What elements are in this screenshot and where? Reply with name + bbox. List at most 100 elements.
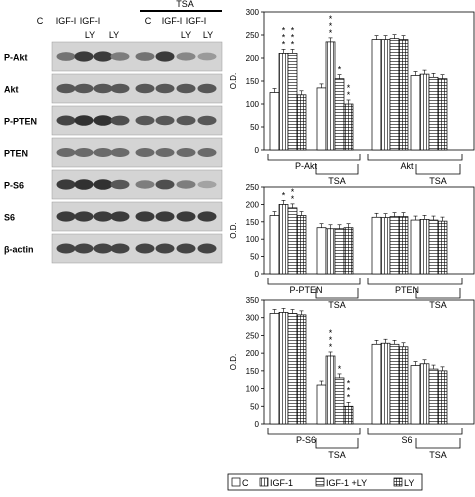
bar <box>287 53 298 151</box>
legend-label: IGF-1 <box>270 478 293 488</box>
tsa-bracket <box>315 438 359 449</box>
blot-band <box>110 148 130 157</box>
blot-band <box>197 115 217 126</box>
bar <box>316 227 327 275</box>
y-axis-label: O.D. <box>229 73 238 89</box>
lane-label: LY <box>203 30 213 40</box>
blot-band <box>56 179 76 190</box>
bar <box>410 75 421 151</box>
bar <box>269 92 280 151</box>
y-tick-label: 150 <box>246 77 260 86</box>
blot-band <box>176 115 196 126</box>
y-tick-label: 150 <box>246 367 260 376</box>
bar <box>380 342 391 425</box>
bar <box>278 53 289 151</box>
y-tick-label: 50 <box>250 123 259 132</box>
tsa-bracket <box>415 288 461 299</box>
group-bracket <box>267 428 361 435</box>
bar <box>380 217 391 275</box>
lane-label: IGF-I <box>186 16 207 26</box>
y-axis-label: O.D. <box>229 354 238 370</box>
lane-label: LY <box>85 30 95 40</box>
legend-label: LY <box>404 478 414 488</box>
bar <box>398 216 409 275</box>
blot-band <box>74 211 94 222</box>
plot-frame <box>263 186 475 275</box>
significance-star: * <box>291 187 295 197</box>
band-label: Akt <box>4 85 19 95</box>
blot-band <box>155 83 175 94</box>
significance-star: * <box>347 392 351 402</box>
significance-star: * <box>291 32 295 42</box>
bar <box>343 227 354 275</box>
y-tick-label: 50 <box>250 253 259 262</box>
blot-band <box>110 179 130 190</box>
y-tick-label: 100 <box>246 100 260 109</box>
y-tick-label: 200 <box>246 200 260 209</box>
blot-band <box>56 115 76 126</box>
y-tick-label: 350 <box>246 296 260 305</box>
blot-band <box>176 83 196 94</box>
bar <box>343 103 354 151</box>
significance-star: * <box>282 32 286 42</box>
blot-band <box>135 83 155 94</box>
blot-band <box>197 83 217 94</box>
bar <box>316 87 327 151</box>
tsa-bracket <box>415 164 461 175</box>
bar <box>269 215 280 275</box>
legend-swatch <box>259 477 269 487</box>
group-label: S6 <box>401 435 412 445</box>
blot-band <box>155 211 175 222</box>
chart-3: 050100150200250300350O.D.*******P-S6TSAS… <box>229 296 475 460</box>
tsa-bracket <box>415 438 461 449</box>
blot-band <box>176 211 196 222</box>
blot-band <box>93 243 113 254</box>
legend-swatch <box>315 477 325 487</box>
bar <box>380 39 391 151</box>
lane-label: C <box>37 16 44 26</box>
blot-band <box>74 115 94 126</box>
bar <box>287 313 298 425</box>
blot-band <box>93 211 113 222</box>
band-label: PTEN <box>4 149 28 159</box>
plot-frame <box>263 299 475 425</box>
legend-swatch <box>231 477 241 487</box>
legend-swatch <box>393 477 403 487</box>
bar <box>437 78 448 151</box>
significance-star: * <box>329 28 333 38</box>
bar <box>437 370 448 425</box>
bar <box>316 384 327 425</box>
lane-label: IGF-I <box>80 16 101 26</box>
blot-band <box>135 52 155 61</box>
significance-star: * <box>329 328 333 338</box>
group-label: P-Akt <box>295 161 318 171</box>
tsa-bracket <box>315 288 359 299</box>
blot-band <box>135 148 155 157</box>
significance-star: * <box>282 25 286 35</box>
bar <box>325 355 336 425</box>
group-bracket <box>367 428 463 435</box>
y-tick-label: 200 <box>246 54 260 63</box>
y-tick-label: 300 <box>246 314 260 323</box>
significance-star: * <box>291 39 295 49</box>
bar <box>371 343 382 425</box>
blot-band <box>197 243 217 254</box>
tsa-group-label: TSA <box>429 176 447 186</box>
group-label: P-PTEN <box>289 285 322 295</box>
y-axis-label: O.D. <box>229 222 238 238</box>
lane-label: C <box>145 16 152 26</box>
group-bracket <box>367 278 463 285</box>
blot-band <box>176 243 196 254</box>
blot-band <box>155 243 175 254</box>
y-tick-label: 50 <box>250 402 259 411</box>
lane-label: IGF-I <box>162 16 183 26</box>
blot-band <box>110 83 130 94</box>
group-bracket <box>367 154 463 161</box>
blot-band <box>197 211 217 222</box>
y-tick-label: 250 <box>246 183 260 192</box>
bar <box>428 368 439 425</box>
lane-label: IGF-I <box>56 16 77 26</box>
bar <box>278 204 289 275</box>
band-label: β-actin <box>4 245 34 255</box>
